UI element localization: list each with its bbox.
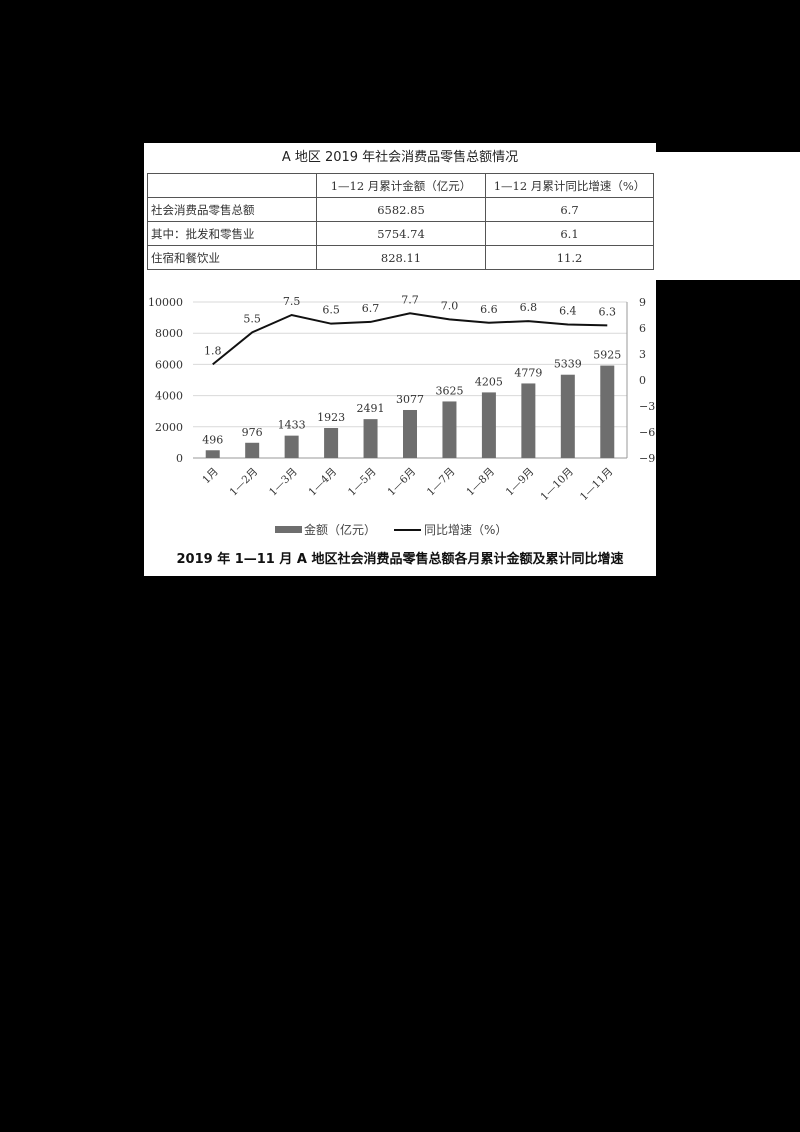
x-axis-label: 1—8月 [464, 466, 497, 499]
legend-bar-swatch [275, 526, 302, 533]
table-row: 社会消费品零售总额 6582.85 6.7 [147, 197, 654, 222]
left-axis-tick: 8000 [155, 327, 183, 340]
x-axis-label: 1—4月 [306, 466, 339, 499]
line-value-label: 6.3 [599, 305, 617, 318]
x-axis-label: 1—3月 [267, 466, 300, 499]
line-value-label: 6.5 [322, 304, 340, 317]
row-growth: 6.1 [485, 221, 654, 246]
left-axis-tick: 4000 [155, 390, 183, 403]
table-row: 其中：批发和零售业 5754.74 6.1 [147, 221, 654, 246]
line-value-label: 6.6 [480, 303, 498, 316]
x-axis-label: 1—11月 [578, 466, 616, 504]
line-value-label: 5.5 [243, 312, 261, 325]
x-axis-label: 1—6月 [385, 466, 418, 499]
x-axis-label: 1—10月 [538, 466, 576, 504]
table-header-row: 1—12 月累计金额（亿元） 1—12 月累计同比增速（%） [147, 173, 654, 198]
x-axis-label: 1—9月 [504, 466, 537, 499]
table-row: 住宿和餐饮业 828.11 11.2 [147, 245, 654, 270]
legend-line-label: 同比增速（%） [424, 523, 508, 537]
table-header-amount: 1—12 月累计金额（亿元） [316, 173, 486, 198]
line-value-label: 1.8 [204, 344, 222, 357]
bar [600, 365, 615, 458]
row-amount: 5754.74 [316, 221, 486, 246]
line-value-label: 6.8 [520, 301, 538, 314]
table-header-blank [147, 173, 317, 198]
x-axis-label: 1—5月 [346, 466, 379, 499]
x-axis-label: 1—7月 [425, 466, 458, 499]
bar-value-label: 4205 [475, 375, 503, 388]
line-value-label: 6.7 [362, 302, 380, 315]
line-value-label: 6.4 [559, 305, 577, 318]
right-axis-tick: −9 [639, 452, 655, 465]
right-axis-tick: 0 [639, 374, 646, 387]
right-axis-tick: 9 [639, 296, 646, 309]
line-value-label: 7.7 [401, 293, 419, 306]
table-title: A 地区 2019 年社会消费品零售总额情况 [281, 150, 519, 165]
bar-value-label: 1433 [278, 419, 306, 432]
row-amount: 828.11 [316, 245, 486, 270]
row-label: 社会消费品零售总额 [147, 197, 317, 222]
bar [521, 383, 536, 458]
x-axis-label: 1月 [200, 466, 221, 487]
right-axis-tick: 3 [639, 348, 646, 361]
left-axis-tick: 10000 [148, 296, 183, 309]
chart-legend: 金额（亿元） 同比增速（%） [275, 521, 507, 538]
bar-value-label: 5925 [593, 349, 621, 362]
bar-value-label: 4779 [514, 366, 542, 379]
bar [205, 450, 220, 458]
bar-value-label: 3077 [396, 393, 424, 406]
bar-value-label: 5339 [554, 358, 582, 371]
bar-value-label: 496 [202, 433, 223, 446]
line-value-label: 7.5 [283, 295, 301, 308]
bar-value-label: 2491 [357, 402, 385, 415]
growth-line [212, 312, 608, 366]
bar [403, 409, 417, 458]
bar [363, 419, 378, 458]
bar [442, 401, 457, 458]
bar [284, 435, 299, 458]
x-axis-label: 1—2月 [228, 466, 261, 499]
row-label: 住宿和餐饮业 [147, 245, 317, 270]
table-header-growth: 1—12 月累计同比增速（%） [485, 173, 654, 198]
legend-bar-label: 金额（亿元） [304, 523, 377, 537]
bar [324, 428, 339, 458]
bar-value-label: 1923 [317, 411, 345, 424]
figure-panel-extension [656, 152, 800, 280]
legend-line-swatch [394, 528, 422, 531]
left-axis-tick: 2000 [155, 421, 183, 434]
right-axis-tick: −6 [639, 426, 655, 439]
bar [560, 374, 575, 458]
right-axis-tick: 6 [639, 322, 646, 335]
bar-value-label: 3625 [435, 384, 463, 397]
bar [245, 442, 260, 458]
row-growth: 6.7 [485, 197, 654, 222]
row-amount: 6582.85 [316, 197, 486, 222]
chart-caption: 2019 年 1—11 月 A 地区社会消费品零售总额各月累计金额及累计同比增速 [176, 552, 624, 567]
summary-table: 1—12 月累计金额（亿元） 1—12 月累计同比增速（%） 社会消费品零售总额… [147, 173, 654, 270]
bar [481, 392, 496, 458]
row-label: 其中：批发和零售业 [147, 221, 317, 246]
left-axis-tick: 0 [176, 452, 183, 465]
bar-value-label: 976 [242, 426, 263, 439]
right-axis-tick: −3 [639, 400, 655, 413]
left-axis-tick: 6000 [155, 358, 183, 371]
line-value-label: 7.0 [441, 299, 459, 312]
row-growth: 11.2 [485, 245, 654, 270]
combo-chart: 0 2000 4000 6000 8000 10000 −9 −6 −3 0 3 6 9 496 976 14… [148, 293, 655, 504]
